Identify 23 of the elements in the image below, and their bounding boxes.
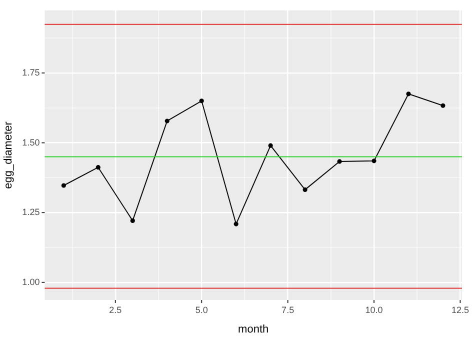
point [234, 222, 238, 226]
y-tick-label: 1.25 [22, 207, 40, 218]
x-tick-label: 7.5 [282, 304, 294, 315]
y-tick-label: 1.50 [22, 137, 40, 148]
x-tick-label: 2.5 [109, 304, 122, 315]
y-tick-label: 1.00 [22, 276, 40, 287]
x-tick-label: 5.0 [195, 304, 208, 315]
point [406, 92, 411, 96]
x-tick-label: 10.0 [365, 304, 383, 315]
y-axis-title: egg_diameter [2, 121, 15, 189]
point [61, 183, 66, 188]
point [302, 187, 308, 192]
point [164, 118, 170, 124]
point [337, 159, 342, 164]
point [96, 165, 100, 170]
point [199, 98, 204, 104]
point [372, 158, 376, 164]
point [440, 103, 446, 108]
y-tick-label: 1.75 [22, 67, 40, 78]
point [130, 218, 135, 223]
x-tick-label: 12.5 [451, 304, 469, 315]
point [268, 143, 273, 148]
x-axis-title: month [238, 323, 269, 336]
